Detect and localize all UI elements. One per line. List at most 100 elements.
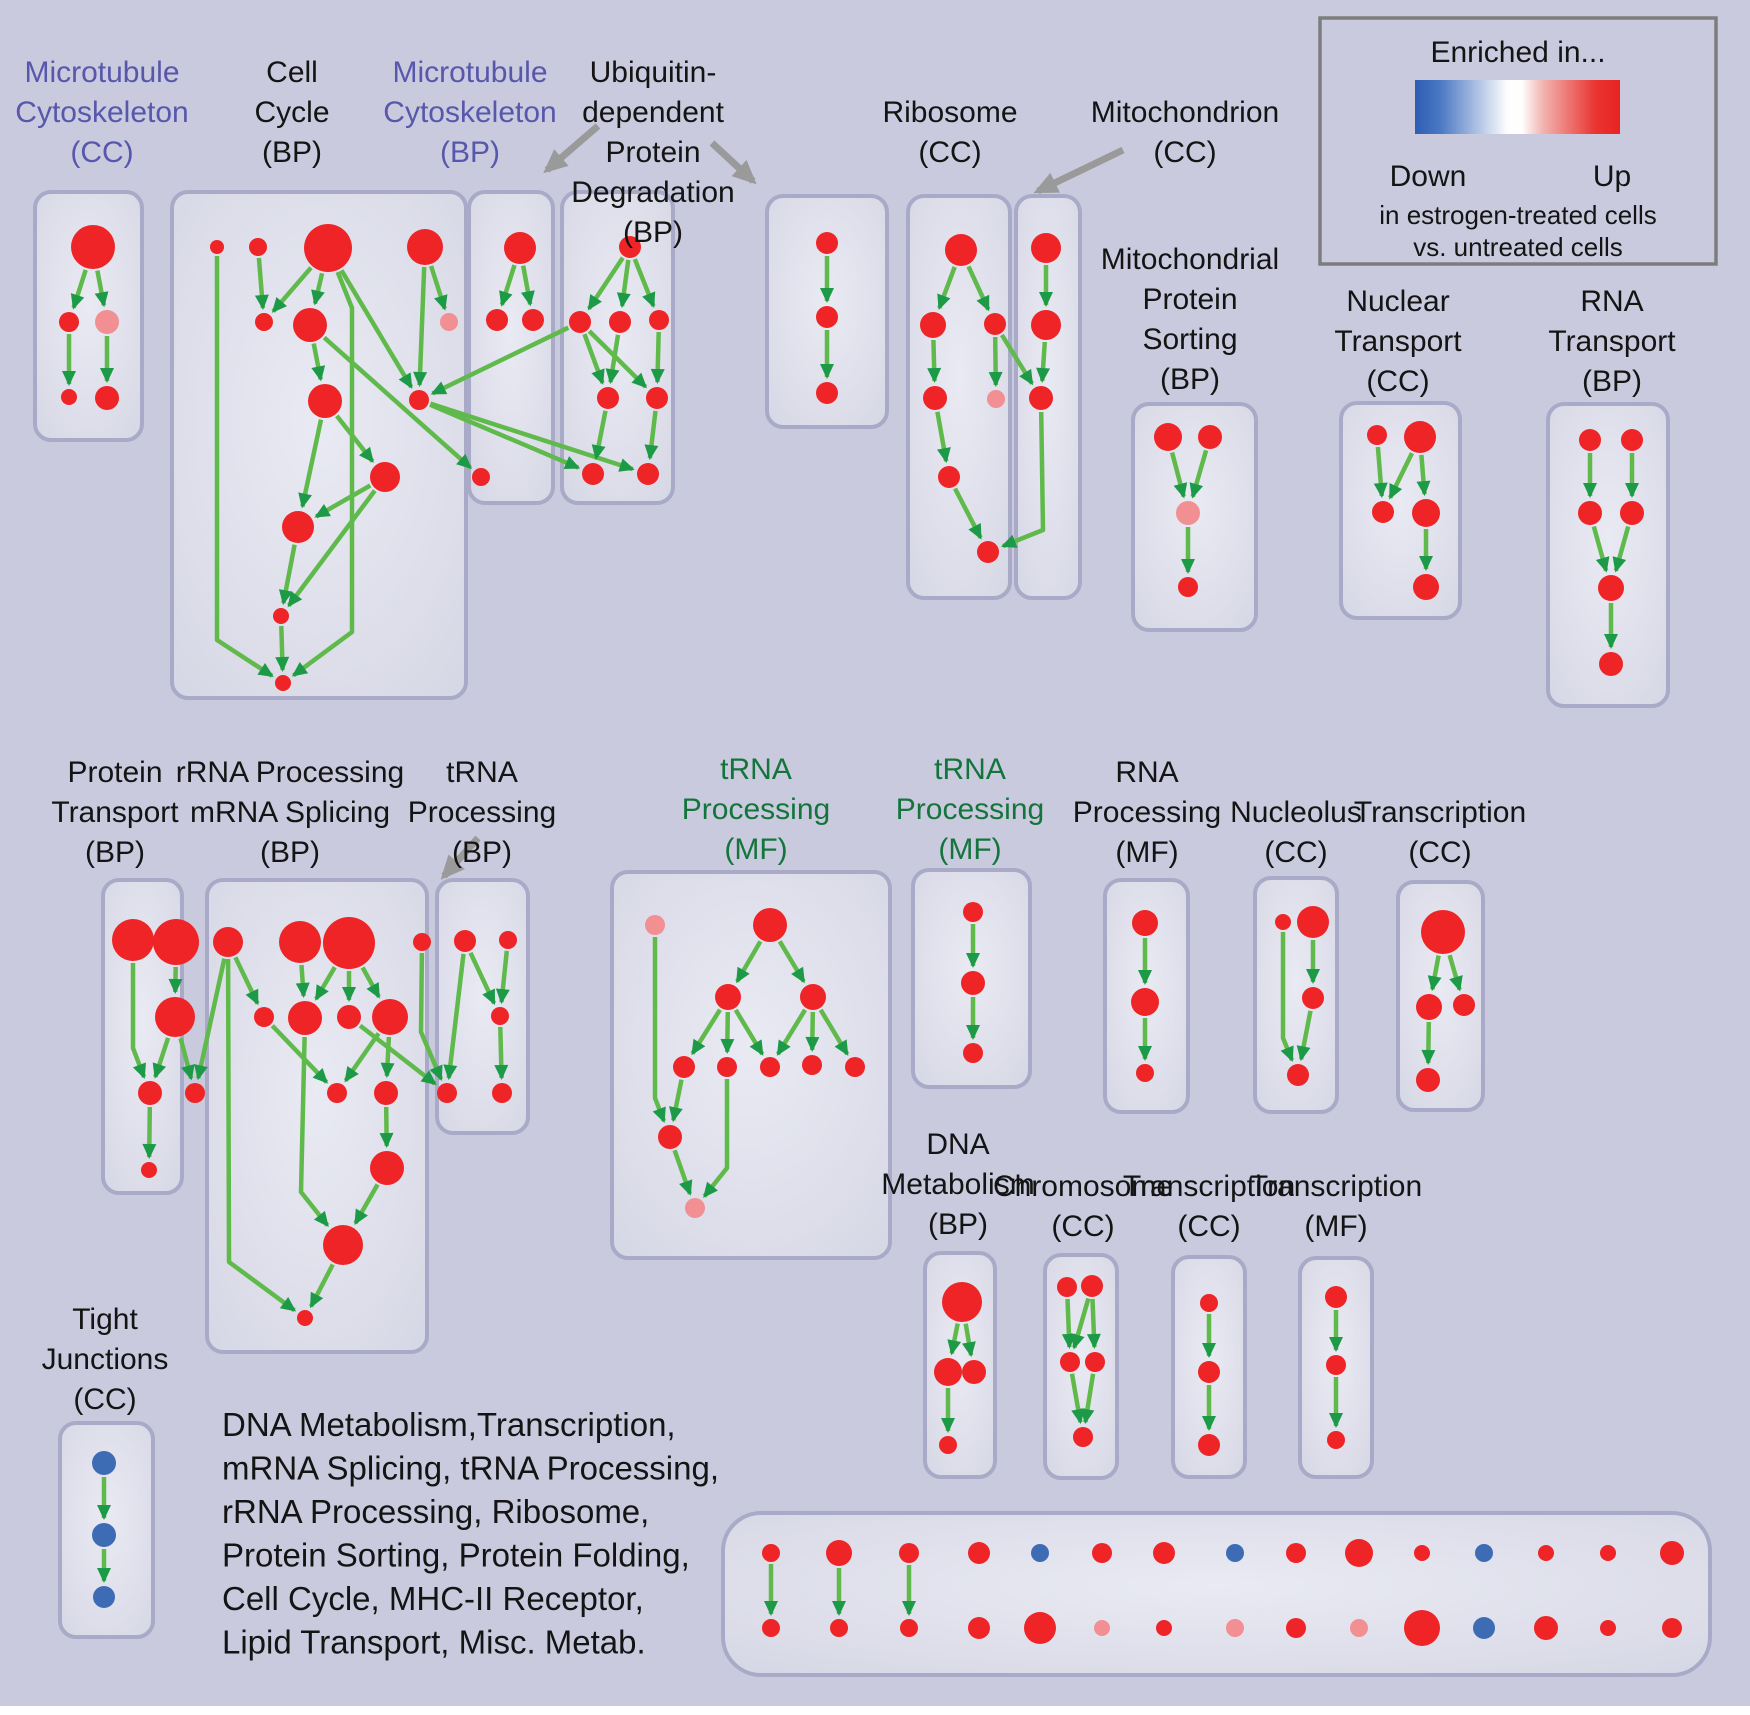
relation-edge [1169,451,1188,499]
relation-edge [443,953,466,1081]
go-term-node [472,468,490,486]
cluster-label: Processing [408,796,556,829]
cluster-box [1043,1253,1119,1480]
relation-edge [735,940,763,984]
go-term-node [323,1225,363,1265]
go-term-node [1599,652,1623,676]
cluster-label: tRNA [934,753,1006,786]
footnote-line: mRNA Splicing, tRNA Processing, [222,1450,719,1487]
go-term-node [1600,1545,1616,1561]
go-term-node [59,312,79,332]
go-term-node [407,229,443,265]
relation-edge [314,483,372,519]
cluster-label: (MF) [724,833,787,866]
go-term-node [715,984,741,1010]
go-term-node [1176,501,1200,525]
relation-edge [413,266,428,387]
go-term-node [984,313,1006,335]
go-term-node [370,1151,404,1185]
go-term-node [1136,1064,1154,1082]
cluster-box [1546,402,1670,708]
go-term-node [1226,1544,1244,1562]
legend-down-label: Down [1390,160,1467,193]
go-term-node [486,309,508,331]
relation-edge [194,958,227,1081]
relation-edge [652,937,666,1123]
relation-edge [380,1036,395,1078]
go-term-node [323,917,375,969]
cluster-label: Microtubule [392,56,547,89]
relation-edge [1612,525,1631,573]
go-term-node [649,310,669,330]
cluster-label: (CC) [73,1383,136,1416]
go-term-node [920,312,946,338]
cluster-label: Chromosome [993,1170,1173,1203]
relation-edge [499,264,517,307]
go-term-node [112,919,154,961]
go-term-node [762,1544,780,1562]
relation-edge [339,269,414,389]
go-term-node [491,1007,509,1025]
cluster-label: (BP) [85,836,145,869]
cluster-label: (CC) [1264,836,1327,869]
relation-edge [1447,954,1463,992]
cluster-label: (BP) [452,836,512,869]
cluster-box [170,190,468,700]
go-term-node [1578,501,1602,525]
go-term-node [597,387,619,409]
go-term-node [816,232,838,254]
relation-edge [1080,1373,1096,1425]
go-term-node [1367,425,1387,445]
cluster-label: tRNA [720,753,792,786]
relation-edge [495,950,510,1005]
go-term-node [1372,501,1394,523]
go-term-node [1198,1434,1220,1456]
go-term-node [1579,429,1601,451]
go-term-node [1057,1277,1077,1297]
footnote-line: Cell Cycle, MHC-II Receptor, [222,1580,644,1617]
relation-edge [1427,955,1442,992]
go-term-node [1029,386,1053,410]
go-term-node [275,675,291,691]
cluster-label: Transport [1548,325,1676,358]
go-term-node [1031,1544,1049,1562]
relation-edge [953,487,983,540]
cluster-label: (BP) [440,136,500,169]
go-term-node [155,997,195,1037]
cluster-label: Transcription [1354,796,1526,829]
go-term-node [499,931,517,949]
go-term-node [374,1081,398,1105]
go-term-node [1350,1619,1368,1637]
go-term-node [1475,1544,1493,1562]
cluster-label: (CC) [1177,1210,1240,1243]
go-term-node [1287,1064,1309,1086]
cluster-label: rRNA Processing [176,756,404,789]
go-term-node [830,1619,848,1637]
relation-edge [1421,1021,1436,1065]
cluster-label: Processing [682,793,830,826]
relation-edge [988,336,1003,387]
cluster-label: Protein [67,756,162,789]
cluster-label: Transcription [1123,1170,1295,1203]
go-term-node [1421,910,1465,954]
relation-edge [142,1106,157,1159]
go-term-node [1660,1541,1684,1565]
go-term-node [637,463,659,485]
go-term-node [645,915,665,935]
relation-edge [468,951,497,1006]
go-term-node [753,908,787,942]
go-term-node [1092,1543,1112,1563]
relation-edge [291,271,355,678]
go-term-node [504,232,536,264]
go-term-node [282,511,314,543]
relation-edge [1373,446,1388,498]
relation-edge [1416,454,1431,497]
legend-gradient-bar [1415,80,1620,134]
go-term-node [760,1057,780,1077]
relation-edge [644,410,659,461]
relation-edge [286,489,377,608]
relation-edge [818,1008,850,1056]
go-term-node [800,984,826,1010]
relation-edge [360,966,381,999]
